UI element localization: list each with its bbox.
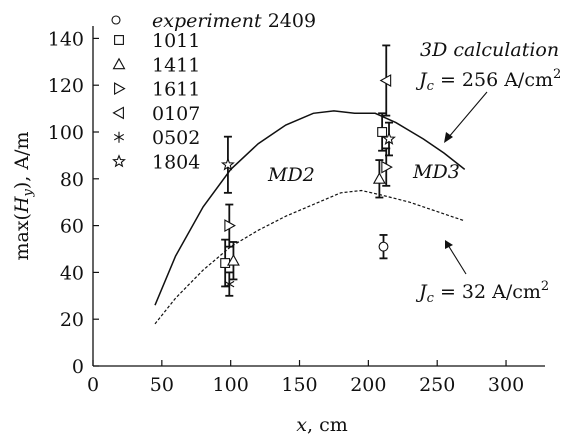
legend-marker-1611 (114, 82, 126, 96)
data-point-0107 (379, 74, 392, 87)
arrow-high (447, 91, 488, 139)
legend-title: experiment 2409 (152, 10, 316, 32)
x-tick-label: 300 (488, 374, 524, 396)
annotations: 3D calculation Jc = 256 A/cm2 Jc = 32 A/… (267, 39, 561, 306)
legend-marker-2409 (111, 15, 121, 25)
y-tick-label: 0 (72, 356, 84, 378)
data-point-1611 (381, 160, 393, 174)
y-tick-label: 60 (60, 216, 84, 238)
data-point-0502 (224, 278, 235, 290)
y-tick-label: 40 (60, 262, 84, 284)
y-ticks: 0 20 40 60 80 100 120 140 (48, 28, 99, 378)
y-tick-label: 120 (48, 75, 84, 97)
md3-label: MD3 (412, 161, 460, 183)
x-tick-label: 100 (213, 374, 249, 396)
curves (154, 110, 466, 325)
legend-label-0107: 0107 (152, 103, 200, 125)
arrow-low (447, 244, 467, 275)
y-tick-label: 20 (60, 309, 84, 331)
x-axis-label: x, cm (296, 414, 347, 436)
calc-title-label: 3D calculation (420, 39, 559, 61)
x-tick-label: 150 (281, 374, 317, 396)
arrow-high-head (444, 132, 453, 143)
jc-low-label: Jc = 32 A/cm2 (415, 279, 549, 306)
curve-jc-256 (154, 110, 466, 306)
data-points (220, 44, 396, 297)
legend-marker-1804 (112, 154, 126, 168)
jc-high-label: Jc = 256 A/cm2 (415, 67, 561, 94)
legend-marker-1411 (112, 57, 126, 70)
data-point-1411 (372, 172, 386, 184)
data-point-2409 (378, 241, 389, 252)
legend-label-1411: 1411 (152, 54, 200, 76)
legend-marker-0502 (113, 131, 125, 143)
y-axis-label: max(Hy), A/m (11, 131, 36, 260)
data-point-1804 (382, 131, 396, 145)
plot-axes (92, 26, 545, 367)
data-point-1411 (226, 254, 240, 266)
data-point-1804 (220, 157, 235, 171)
data-point-1011 (220, 258, 231, 268)
legend-label-1011: 1011 (152, 30, 200, 52)
x-tick-label: 50 (150, 374, 174, 396)
md2-label: MD2 (267, 164, 315, 186)
legend-label-0502: 0502 (152, 127, 200, 149)
legend-marker-1011 (114, 35, 124, 45)
y-tick-label: 100 (48, 122, 84, 144)
x-tick-label: 0 (87, 374, 99, 396)
x-tick-label: 250 (419, 374, 455, 396)
y-tick-label: 140 (48, 28, 84, 50)
legend-marker-0107 (112, 106, 124, 120)
curve-jc-32 (154, 189, 465, 325)
legend-label-1611: 1611 (152, 79, 200, 101)
x-tick-label: 200 (350, 374, 386, 396)
legend-label-1804: 1804 (152, 152, 200, 174)
arrow-low-head (445, 240, 453, 249)
data-point-1011 (377, 127, 388, 137)
x-ticks: 0 50 100 150 200 250 300 (87, 360, 524, 396)
y-tick-label: 80 (60, 169, 84, 191)
data-point-1611 (224, 219, 236, 233)
